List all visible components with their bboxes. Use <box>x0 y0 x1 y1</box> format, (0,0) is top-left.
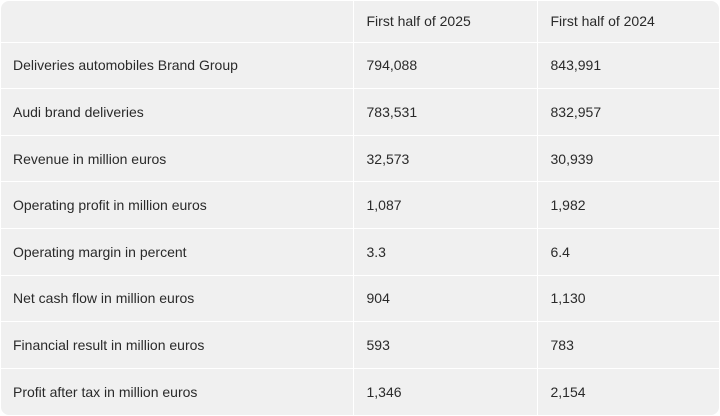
table-row: Audi brand deliveries 783,531 832,957 <box>1 88 719 136</box>
row-metric-label: Profit after tax in million euros <box>1 368 354 415</box>
value-2025: 794,088 <box>353 42 538 90</box>
value-2024: 2,154 <box>550 383 586 400</box>
header-first-half-2024: First half of 2024 <box>537 1 719 43</box>
value-2024: 1,982 <box>537 181 719 229</box>
row-metric-label: Operating margin in percent <box>1 228 354 276</box>
value-2024: 843,991 <box>537 42 719 90</box>
row-metric-label: Financial result in million euros <box>1 321 354 369</box>
header-metric <box>1 1 354 43</box>
value-2025: 783,531 <box>353 88 538 136</box>
table-row: Financial result in million euros 593 78… <box>1 321 719 369</box>
value-2025: 3.3 <box>353 228 538 276</box>
table-header-row: First half of 2025 First half of 2024 <box>1 1 719 43</box>
row-metric-label: Audi brand deliveries <box>1 88 354 136</box>
value-2025: 1,346 <box>353 368 538 415</box>
row-metric-label: Net cash flow in million euros <box>1 275 354 323</box>
table-row: Operating profit in million euros 1,087 … <box>1 181 719 229</box>
value-2025: 593 <box>353 321 538 369</box>
value-2024: 1,130 <box>537 275 719 323</box>
value-2025: 1,087 <box>353 181 538 229</box>
value-2024: 30,939 <box>537 135 719 183</box>
table-row: Profit after tax in million euros 1,346 … <box>1 368 719 415</box>
row-metric-label: Operating profit in million euros <box>1 181 354 229</box>
header-first-half-2025: First half of 2025 <box>353 1 538 43</box>
row-metric-label: Deliveries automobiles Brand Group <box>1 42 354 90</box>
table-row: Net cash flow in million euros 904 1,130 <box>1 275 719 323</box>
value-2024: 832,957 <box>537 88 719 136</box>
table-row: Revenue in million euros 32,573 30,939 <box>1 135 719 183</box>
table-row: Operating margin in percent 3.3 6.4 <box>1 228 719 276</box>
table-row: Deliveries automobiles Brand Group 794,0… <box>1 42 719 90</box>
value-2024: 6.4 <box>537 228 719 276</box>
value-2025: 32,573 <box>353 135 538 183</box>
value-2024: 783 <box>537 321 719 369</box>
value-2025: 904 <box>353 275 538 323</box>
row-metric-label: Revenue in million euros <box>1 135 354 183</box>
